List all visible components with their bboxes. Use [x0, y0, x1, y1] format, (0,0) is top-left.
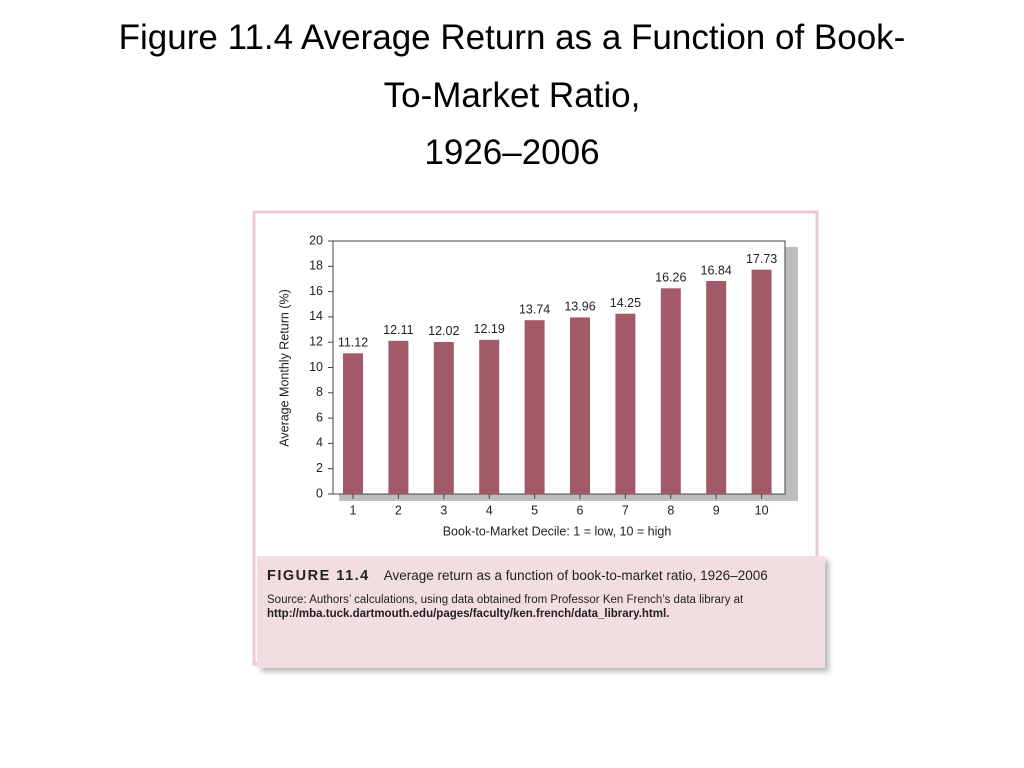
value-label: 12.11	[383, 323, 413, 337]
x-tick-label: 10	[755, 503, 769, 517]
x-tick-label: 9	[713, 503, 720, 517]
value-label: 13.96	[564, 300, 595, 314]
value-label: 11.12	[338, 336, 368, 350]
caption-title: FIGURE 11.4 Average return as a function …	[267, 568, 815, 584]
bar	[479, 339, 500, 494]
y-tick-label: 6	[316, 410, 323, 424]
x-tick-label: 7	[622, 503, 629, 517]
value-label: 17.73	[746, 252, 777, 266]
x-axis-label: Book-to-Market Decile: 1 = low, 10 = hig…	[443, 524, 672, 538]
caption-label: FIGURE 11.4	[267, 568, 370, 584]
bar	[660, 288, 681, 494]
y-axis-label: Average Monthly Return (%)	[277, 289, 291, 446]
bar	[615, 313, 636, 494]
y-tick-label: 18	[309, 259, 323, 273]
value-label: 13.74	[519, 302, 550, 316]
caption-source: Source: Authors’ calculations, using dat…	[267, 593, 815, 621]
y-tick-label: 10	[309, 360, 323, 374]
value-label: 12.02	[428, 324, 459, 338]
x-tick-label: 8	[667, 503, 674, 517]
bar	[433, 341, 454, 494]
x-tick-label: 5	[531, 503, 538, 517]
y-tick-label: 20	[309, 233, 323, 247]
x-tick-label: 3	[440, 503, 447, 517]
y-tick-label: 12	[309, 334, 323, 348]
bar	[343, 353, 363, 494]
slide-title: 1926–2006	[424, 133, 600, 172]
bar	[524, 320, 545, 494]
bar	[388, 340, 409, 494]
y-tick-label: 2	[316, 461, 323, 475]
slide-title: Figure 11.4 Average Return as a Function…	[118, 18, 906, 57]
y-tick-label: 16	[309, 284, 323, 298]
x-tick-label: 2	[395, 503, 402, 517]
x-tick-label: 4	[486, 503, 493, 517]
y-tick-label: 0	[316, 486, 323, 500]
caption-text: Average return as a function of book-to-…	[383, 568, 768, 583]
bar	[706, 280, 727, 494]
figure-caption: FIGURE 11.4 Average return as a function …	[257, 556, 825, 668]
source-url: http://mba.tuck.dartmouth.edu/pages/facu…	[267, 608, 670, 620]
y-tick-label: 4	[316, 436, 323, 450]
slide-title: To-Market Ratio,	[383, 76, 641, 115]
y-tick-label: 14	[309, 309, 323, 323]
value-label: 14.25	[610, 296, 641, 310]
x-tick-label: 1	[350, 503, 357, 517]
source-text: Source: Authors’ calculations, using dat…	[267, 594, 744, 606]
y-tick-label: 8	[316, 385, 323, 399]
x-tick-label: 6	[577, 503, 584, 517]
value-label: 12.19	[474, 322, 505, 336]
bar	[751, 269, 772, 494]
value-label: 16.84	[701, 263, 732, 277]
bar	[570, 317, 590, 494]
value-label: 16.26	[655, 271, 686, 285]
